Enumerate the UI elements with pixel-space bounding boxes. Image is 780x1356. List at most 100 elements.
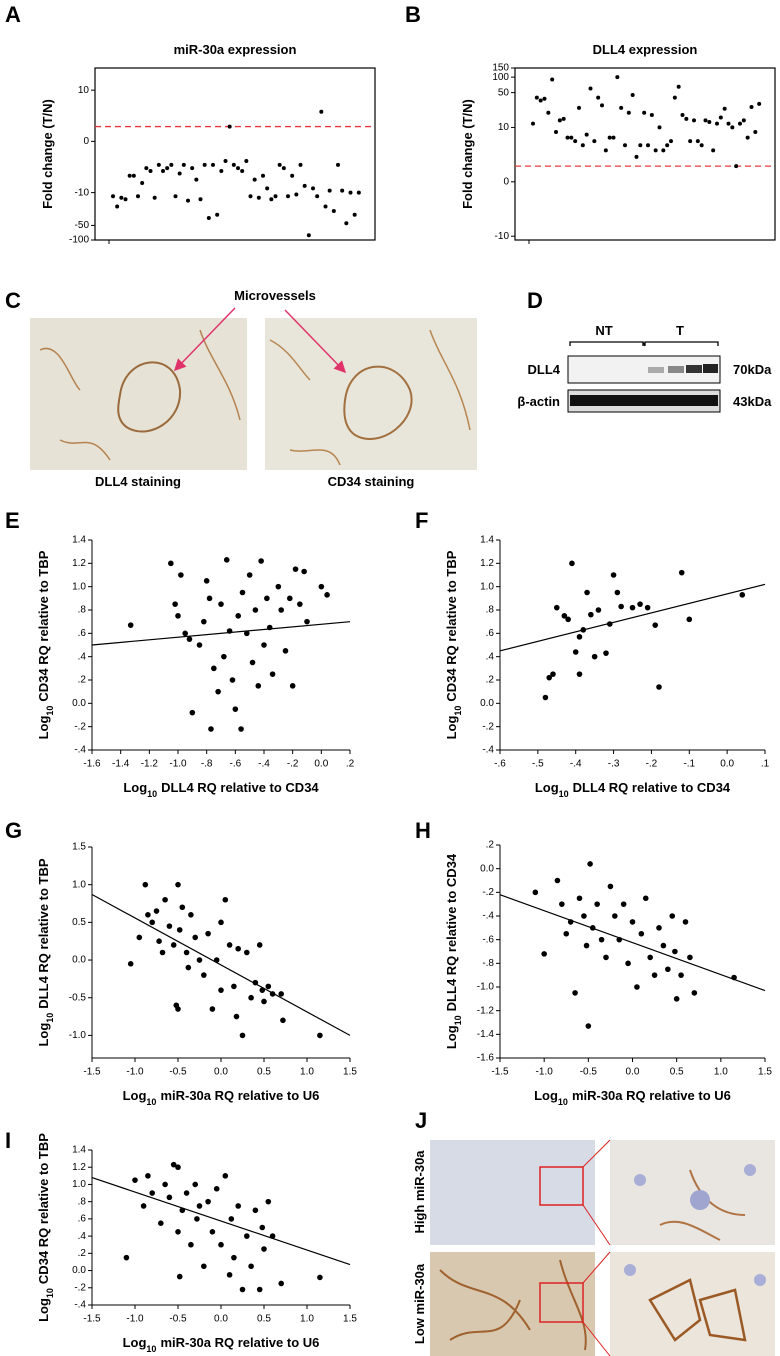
trend-line <box>499 894 766 992</box>
x-tick-label: -1.0 <box>126 1067 144 1078</box>
point <box>638 143 643 148</box>
y-tick-label: .4 <box>78 1231 87 1242</box>
point <box>172 601 178 607</box>
point <box>277 162 282 167</box>
x-tick-label: 0.0 <box>720 759 734 770</box>
point <box>311 186 315 191</box>
point <box>290 173 295 178</box>
axis-label-part: Log <box>534 1088 558 1103</box>
axis-label-part: DLL4 RQ relative to CD34 <box>444 853 459 1011</box>
point <box>726 121 731 126</box>
point <box>259 1224 266 1231</box>
point <box>190 166 195 171</box>
y-tick-label: 1.2 <box>72 558 86 569</box>
axis-label: Log10 miR-30a RQ relative to U6 <box>534 1088 731 1107</box>
y-tick-label: .4 <box>486 651 495 662</box>
axis-label: Log10 CD34 RQ relative to TBP <box>36 550 55 739</box>
x-tick-label: -0.5 <box>169 1314 187 1325</box>
x-tick-label: -1.0 <box>169 759 187 770</box>
point <box>148 169 153 174</box>
point <box>649 113 654 118</box>
point <box>673 996 680 1002</box>
point <box>607 135 612 140</box>
y-tick-label: .8 <box>486 605 495 616</box>
point <box>123 1254 130 1261</box>
axis-label-sub: 10 <box>147 789 157 799</box>
point <box>192 934 198 941</box>
point <box>186 198 190 203</box>
point <box>196 957 203 963</box>
point <box>600 103 604 108</box>
point <box>302 183 307 188</box>
point <box>196 1203 203 1209</box>
point <box>563 930 570 937</box>
panel-label: C <box>5 288 21 313</box>
point <box>695 139 700 144</box>
point <box>173 194 178 199</box>
point <box>629 604 636 611</box>
point <box>577 105 581 110</box>
point <box>629 919 636 925</box>
point <box>194 1216 200 1222</box>
x-tick-label: .1 <box>761 759 770 770</box>
axis-label-part: DLL4 RQ relative to CD34 <box>573 780 731 795</box>
y-tick-label: 0 <box>503 176 509 187</box>
point <box>665 143 670 148</box>
point <box>231 162 236 167</box>
axis-label-sub: 10 <box>559 789 569 799</box>
point <box>741 118 746 123</box>
point <box>226 1272 233 1278</box>
point <box>189 709 196 716</box>
x-tick-label: .2 <box>346 759 355 770</box>
point <box>236 166 240 171</box>
point <box>323 204 328 209</box>
arrow <box>284 309 347 374</box>
point <box>584 132 589 137</box>
y-tick-label: 1.5 <box>72 842 86 853</box>
point <box>235 1203 241 1209</box>
y-tick-label: -.4 <box>74 1300 86 1311</box>
point <box>222 1173 229 1179</box>
x-tick-label: 0.0 <box>626 1067 640 1078</box>
x-tick-label: -.8 <box>201 759 213 770</box>
point <box>642 110 647 115</box>
point <box>561 116 566 121</box>
point <box>646 143 650 148</box>
point <box>166 1194 173 1201</box>
point <box>156 162 161 167</box>
point <box>183 1190 190 1196</box>
point <box>324 592 330 598</box>
point <box>546 674 553 681</box>
point <box>209 1006 216 1012</box>
plot-frame <box>94 67 376 241</box>
point <box>651 972 658 978</box>
point <box>660 942 667 949</box>
point <box>239 1286 246 1293</box>
point <box>252 177 257 182</box>
point <box>598 936 605 943</box>
point <box>131 173 136 178</box>
point <box>644 604 651 611</box>
point <box>603 148 608 153</box>
y-tick-label: .2 <box>78 675 87 686</box>
axis-label-part: Log <box>444 716 459 740</box>
point <box>603 954 609 961</box>
arrow-label: Microvessels <box>234 288 316 303</box>
point <box>348 190 353 195</box>
point <box>127 622 134 628</box>
point <box>231 1254 237 1261</box>
y-tick-label: .4 <box>78 651 87 662</box>
size-label: 70kDa <box>733 362 772 377</box>
point <box>218 1241 224 1248</box>
point <box>223 158 228 163</box>
point <box>611 135 616 140</box>
point <box>565 616 571 623</box>
panel-label: B <box>405 2 421 27</box>
point <box>177 171 182 176</box>
chart-title: DLL4 expression <box>593 42 698 57</box>
point <box>205 1198 211 1205</box>
y-tick-label: 1.0 <box>72 879 86 890</box>
point <box>538 98 543 103</box>
axis-label-sub: 10 <box>45 1288 55 1298</box>
point <box>669 913 676 919</box>
